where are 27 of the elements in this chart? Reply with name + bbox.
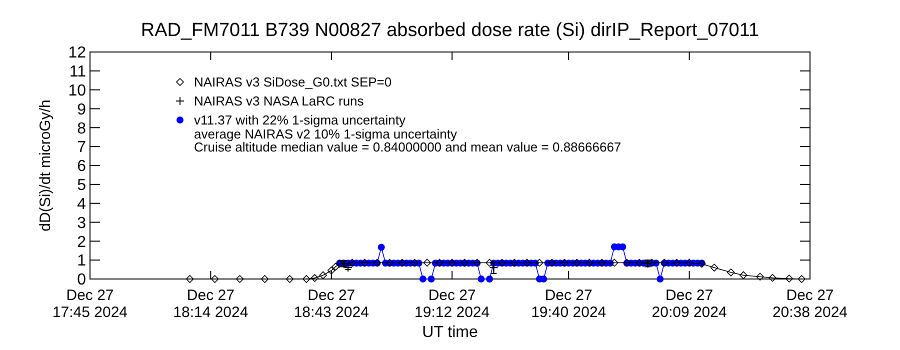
y-tick-label: 5 <box>77 177 86 194</box>
y-tick-label: 8 <box>77 120 86 138</box>
y-tick-label: 3 <box>77 214 86 232</box>
y-tick-label: 12 <box>68 44 86 62</box>
x-tick-label: Dec 27 17:45 2024 <box>52 287 128 321</box>
y-tick-label: 1 <box>77 252 86 270</box>
y-tick-label: 7 <box>77 139 86 156</box>
y-tick-label: 11 <box>69 64 86 81</box>
y-axis-title: dD(Si)/dt microGy/h <box>37 100 54 232</box>
y-tick-label: 9 <box>77 101 86 118</box>
y-tick-label: 2 <box>77 234 86 251</box>
legend-label: v11.37 with 22% 1-sigma uncertainty <box>194 112 406 128</box>
x-tick-label: Dec 27 18:14 2024 <box>173 287 248 321</box>
y-tick-label: 10 <box>68 82 86 100</box>
x-tick-label: Dec 27 19:12 2024 <box>414 287 490 321</box>
y-tick-label: 4 <box>77 196 86 213</box>
x-tick-label: Dec 27 19:40 2024 <box>531 287 606 321</box>
y-tick-label: 6 <box>77 158 86 176</box>
x-tick-label: Dec 27 20:09 2024 <box>652 287 727 321</box>
x-axis-title: UT time <box>422 324 478 341</box>
x-tick-label: Dec 27 20:38 2024 <box>772 287 848 321</box>
annotation: average NAIRAS v2 10% 1-sigma uncertainty <box>194 126 458 142</box>
legend-label: NAIRAS v3 NASA LaRC runs <box>194 94 364 109</box>
x-tick-label: Dec 27 18:43 2024 <box>294 287 369 321</box>
legend-label: NAIRAS v3 SiDose_G0.txt SEP=0 <box>194 74 392 90</box>
chart-title: RAD_FM7011 B739 N00827 absorbed dose rate (Si) dirIP_Report_07011 <box>140 20 760 41</box>
y-tick-label: 0 <box>77 272 86 289</box>
